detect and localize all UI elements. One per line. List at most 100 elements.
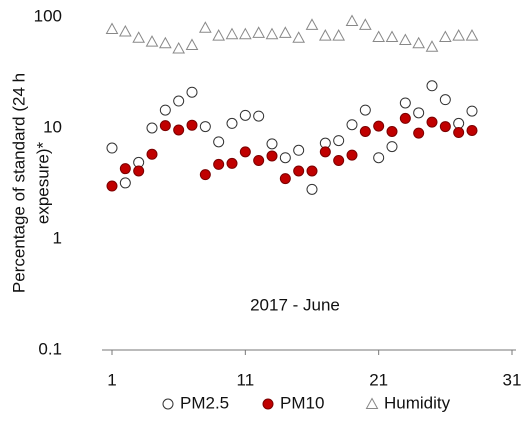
point — [439, 94, 451, 106]
point — [465, 29, 479, 41]
point — [185, 38, 199, 50]
point — [319, 146, 331, 158]
point — [412, 36, 426, 49]
point — [426, 116, 438, 128]
point — [345, 14, 359, 27]
point — [439, 121, 451, 133]
y-tick-label: 10 — [43, 117, 62, 136]
point — [158, 36, 172, 49]
point — [253, 154, 265, 166]
point — [173, 124, 185, 136]
point — [452, 29, 466, 41]
y-axis-label: Percentage of standard (24 h — [9, 73, 28, 293]
point — [198, 21, 212, 33]
x-tick-label: 21 — [369, 370, 388, 389]
point — [199, 169, 211, 181]
point — [199, 121, 211, 133]
point — [399, 112, 411, 124]
point — [346, 119, 358, 131]
point — [293, 144, 305, 156]
point — [398, 33, 412, 46]
annotation: 2017 - June — [250, 295, 340, 314]
point — [333, 154, 345, 166]
legend-marker — [262, 398, 274, 410]
point — [373, 120, 385, 132]
point — [279, 173, 291, 185]
point — [346, 149, 358, 161]
point — [466, 105, 478, 117]
point — [318, 29, 332, 41]
legend-label: PM2.5 — [180, 393, 229, 412]
point — [278, 26, 292, 38]
point — [266, 150, 278, 162]
y-tick-label: 1 — [53, 228, 62, 247]
point — [265, 27, 279, 40]
point — [119, 177, 131, 189]
point — [132, 31, 146, 43]
point — [212, 29, 226, 41]
point — [238, 27, 252, 40]
point — [306, 183, 318, 195]
point — [173, 95, 185, 107]
point — [293, 165, 305, 177]
y-tick-label: 0.1 — [38, 339, 62, 358]
point — [226, 117, 238, 129]
point — [253, 110, 265, 122]
point — [225, 27, 239, 40]
point — [373, 152, 385, 164]
point — [239, 109, 251, 121]
point — [252, 26, 266, 38]
point — [399, 97, 411, 109]
point — [118, 24, 132, 37]
point — [146, 122, 158, 134]
point — [159, 120, 171, 132]
point — [105, 22, 119, 34]
point — [145, 35, 159, 47]
point — [106, 142, 118, 154]
point — [305, 18, 319, 30]
point — [333, 135, 345, 147]
point — [292, 31, 306, 43]
point — [385, 30, 399, 43]
point — [386, 141, 398, 153]
point — [425, 40, 439, 52]
point — [438, 30, 452, 43]
point — [306, 165, 318, 177]
point — [119, 163, 131, 175]
x-tick-label: 31 — [503, 370, 522, 389]
point — [413, 127, 425, 139]
point — [466, 124, 478, 136]
point — [279, 152, 291, 164]
point — [359, 125, 371, 137]
point — [159, 104, 171, 116]
point — [213, 136, 225, 148]
x-tick-label: 11 — [237, 370, 255, 389]
point — [332, 29, 346, 41]
y-tick-label: 100 — [34, 6, 62, 25]
point — [106, 180, 118, 192]
legend-marker — [162, 398, 174, 410]
point — [372, 30, 386, 43]
point — [239, 146, 251, 158]
point — [413, 107, 425, 119]
point — [386, 125, 398, 137]
y-axis-label: expesure)* — [33, 142, 52, 225]
x-tick-label: 1 — [107, 370, 116, 389]
point — [359, 104, 371, 116]
legend-marker — [365, 397, 379, 409]
point — [226, 157, 238, 169]
point — [186, 86, 198, 98]
point — [453, 117, 465, 129]
point — [453, 127, 465, 139]
point — [213, 158, 225, 170]
point — [426, 80, 438, 92]
point — [266, 138, 278, 150]
legend-label: PM10 — [280, 393, 324, 412]
point — [186, 119, 198, 131]
point — [133, 165, 145, 177]
point — [172, 41, 186, 54]
point — [358, 18, 372, 30]
point — [146, 148, 158, 160]
legend-label: Humidity — [384, 393, 451, 412]
